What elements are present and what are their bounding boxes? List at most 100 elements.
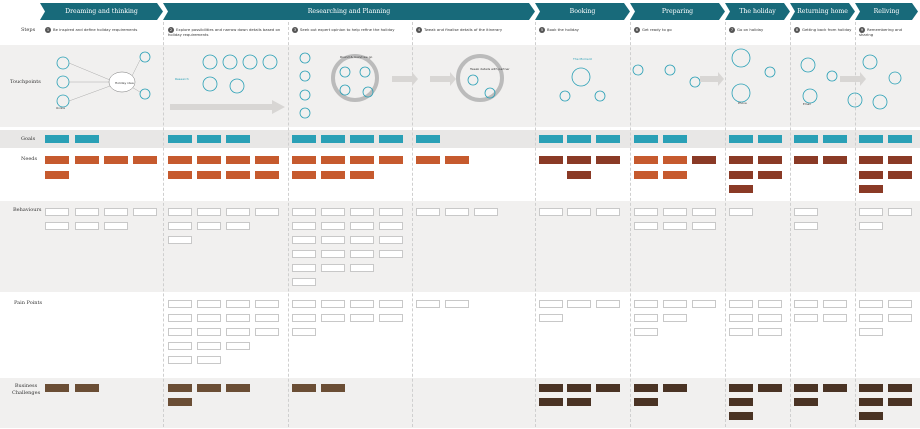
need-card	[197, 156, 221, 164]
need-card	[445, 156, 469, 164]
pain-point-card	[197, 300, 221, 308]
touchpoint-circle	[664, 64, 676, 76]
pain-point-card	[197, 342, 221, 350]
cycle-ring	[456, 54, 504, 102]
touchpoint-circle	[872, 94, 888, 110]
goal-card	[859, 135, 883, 143]
business-challenge-card	[888, 384, 912, 392]
behaviour-card	[321, 236, 345, 244]
touchpoint-label: Research	[175, 77, 189, 81]
need-card	[45, 171, 69, 179]
need-card	[663, 171, 687, 179]
need-card	[567, 171, 591, 179]
goal-card	[45, 135, 69, 143]
behaviour-card	[75, 208, 99, 216]
touchpoint-circle	[139, 88, 151, 100]
pain-point-card	[168, 356, 192, 364]
need-card	[379, 156, 403, 164]
step-text: Get ready to go	[642, 27, 672, 32]
need-card	[255, 171, 279, 179]
behaviour-card	[794, 208, 818, 216]
goal-card	[350, 135, 374, 143]
touchpoint-circle	[731, 83, 751, 103]
step-text: Be inspired and define holiday requireme…	[53, 27, 138, 32]
business-challenge-card	[859, 384, 883, 392]
goal-card	[729, 135, 753, 143]
pain-point-card	[859, 314, 883, 322]
behaviour-card	[859, 222, 883, 230]
step-text: Book the holiday	[547, 27, 579, 32]
step-6: 6 Get ready to go	[634, 27, 722, 33]
pain-point-card	[321, 300, 345, 308]
step-number: 7	[729, 27, 735, 33]
behaviour-card	[292, 222, 316, 230]
business-challenge-card	[226, 384, 250, 392]
touchpoint-circle	[299, 70, 311, 82]
pain-point-card	[823, 314, 847, 322]
business-challenge-card	[794, 398, 818, 406]
pain-point-card	[321, 314, 345, 322]
phase-reliving: Reliving	[855, 3, 918, 20]
goal-card	[168, 135, 192, 143]
pain-point-card	[255, 314, 279, 322]
touchpoint-circle	[559, 90, 571, 102]
behaviour-card	[379, 250, 403, 258]
step-number: 5	[539, 27, 545, 33]
touchpoint-circle	[229, 78, 245, 94]
pain-point-card	[663, 300, 687, 308]
touchpoint-circle	[299, 52, 311, 64]
behaviour-card	[292, 208, 316, 216]
step-3: 3 Seek out expert opinion to help refine …	[292, 27, 407, 33]
need-card	[168, 156, 192, 164]
need-card	[888, 156, 912, 164]
touchpoint-circle	[594, 90, 606, 102]
pain-point-card	[729, 314, 753, 322]
behaviour-card	[168, 208, 192, 216]
pain-point-card	[255, 300, 279, 308]
phase-holiday: The holiday	[725, 3, 790, 20]
need-card	[729, 156, 753, 164]
touchpoint-circle	[689, 76, 701, 88]
behaviour-card	[350, 208, 374, 216]
step-number: 8	[794, 27, 800, 33]
step-text: Go on holiday	[737, 27, 764, 32]
touchpoint-circle	[222, 54, 238, 70]
business-challenge-card	[888, 398, 912, 406]
flow-arrow	[430, 72, 456, 86]
touchpoint-circle	[826, 70, 838, 82]
pain-point-card	[226, 328, 250, 336]
behaviours-band	[0, 201, 920, 292]
need-card	[133, 156, 157, 164]
need-card	[758, 171, 782, 179]
pain-point-card	[226, 314, 250, 322]
behaviour-card	[292, 264, 316, 272]
business-challenge-card	[729, 412, 753, 420]
business-challenge-card	[45, 384, 69, 392]
behaviour-card	[45, 208, 69, 216]
pain-point-card	[539, 300, 563, 308]
touchpoint-label: The Moment	[572, 57, 593, 61]
behaviour-card	[350, 250, 374, 258]
touchpoint-circle	[56, 56, 70, 70]
need-card	[729, 185, 753, 193]
behaviour-card	[226, 222, 250, 230]
pain-point-card	[379, 314, 403, 322]
pain-point-card	[350, 314, 374, 322]
behaviour-card	[888, 208, 912, 216]
behaviour-card	[379, 222, 403, 230]
flow-arrow	[840, 72, 866, 86]
business-challenge-card	[197, 384, 221, 392]
step-2: 2 Explore possibilities and narrow down d…	[168, 27, 283, 38]
goal-card	[416, 135, 440, 143]
business-challenge-card	[596, 384, 620, 392]
touchpoint-circle	[262, 54, 278, 70]
divider	[163, 22, 164, 427]
row-label-business-challenges: Business Challenges	[12, 383, 41, 396]
need-card	[226, 171, 250, 179]
behaviour-card	[133, 208, 157, 216]
step-number: 2	[168, 27, 174, 33]
touchpoint-circle	[800, 57, 816, 73]
business-challenge-card	[823, 384, 847, 392]
